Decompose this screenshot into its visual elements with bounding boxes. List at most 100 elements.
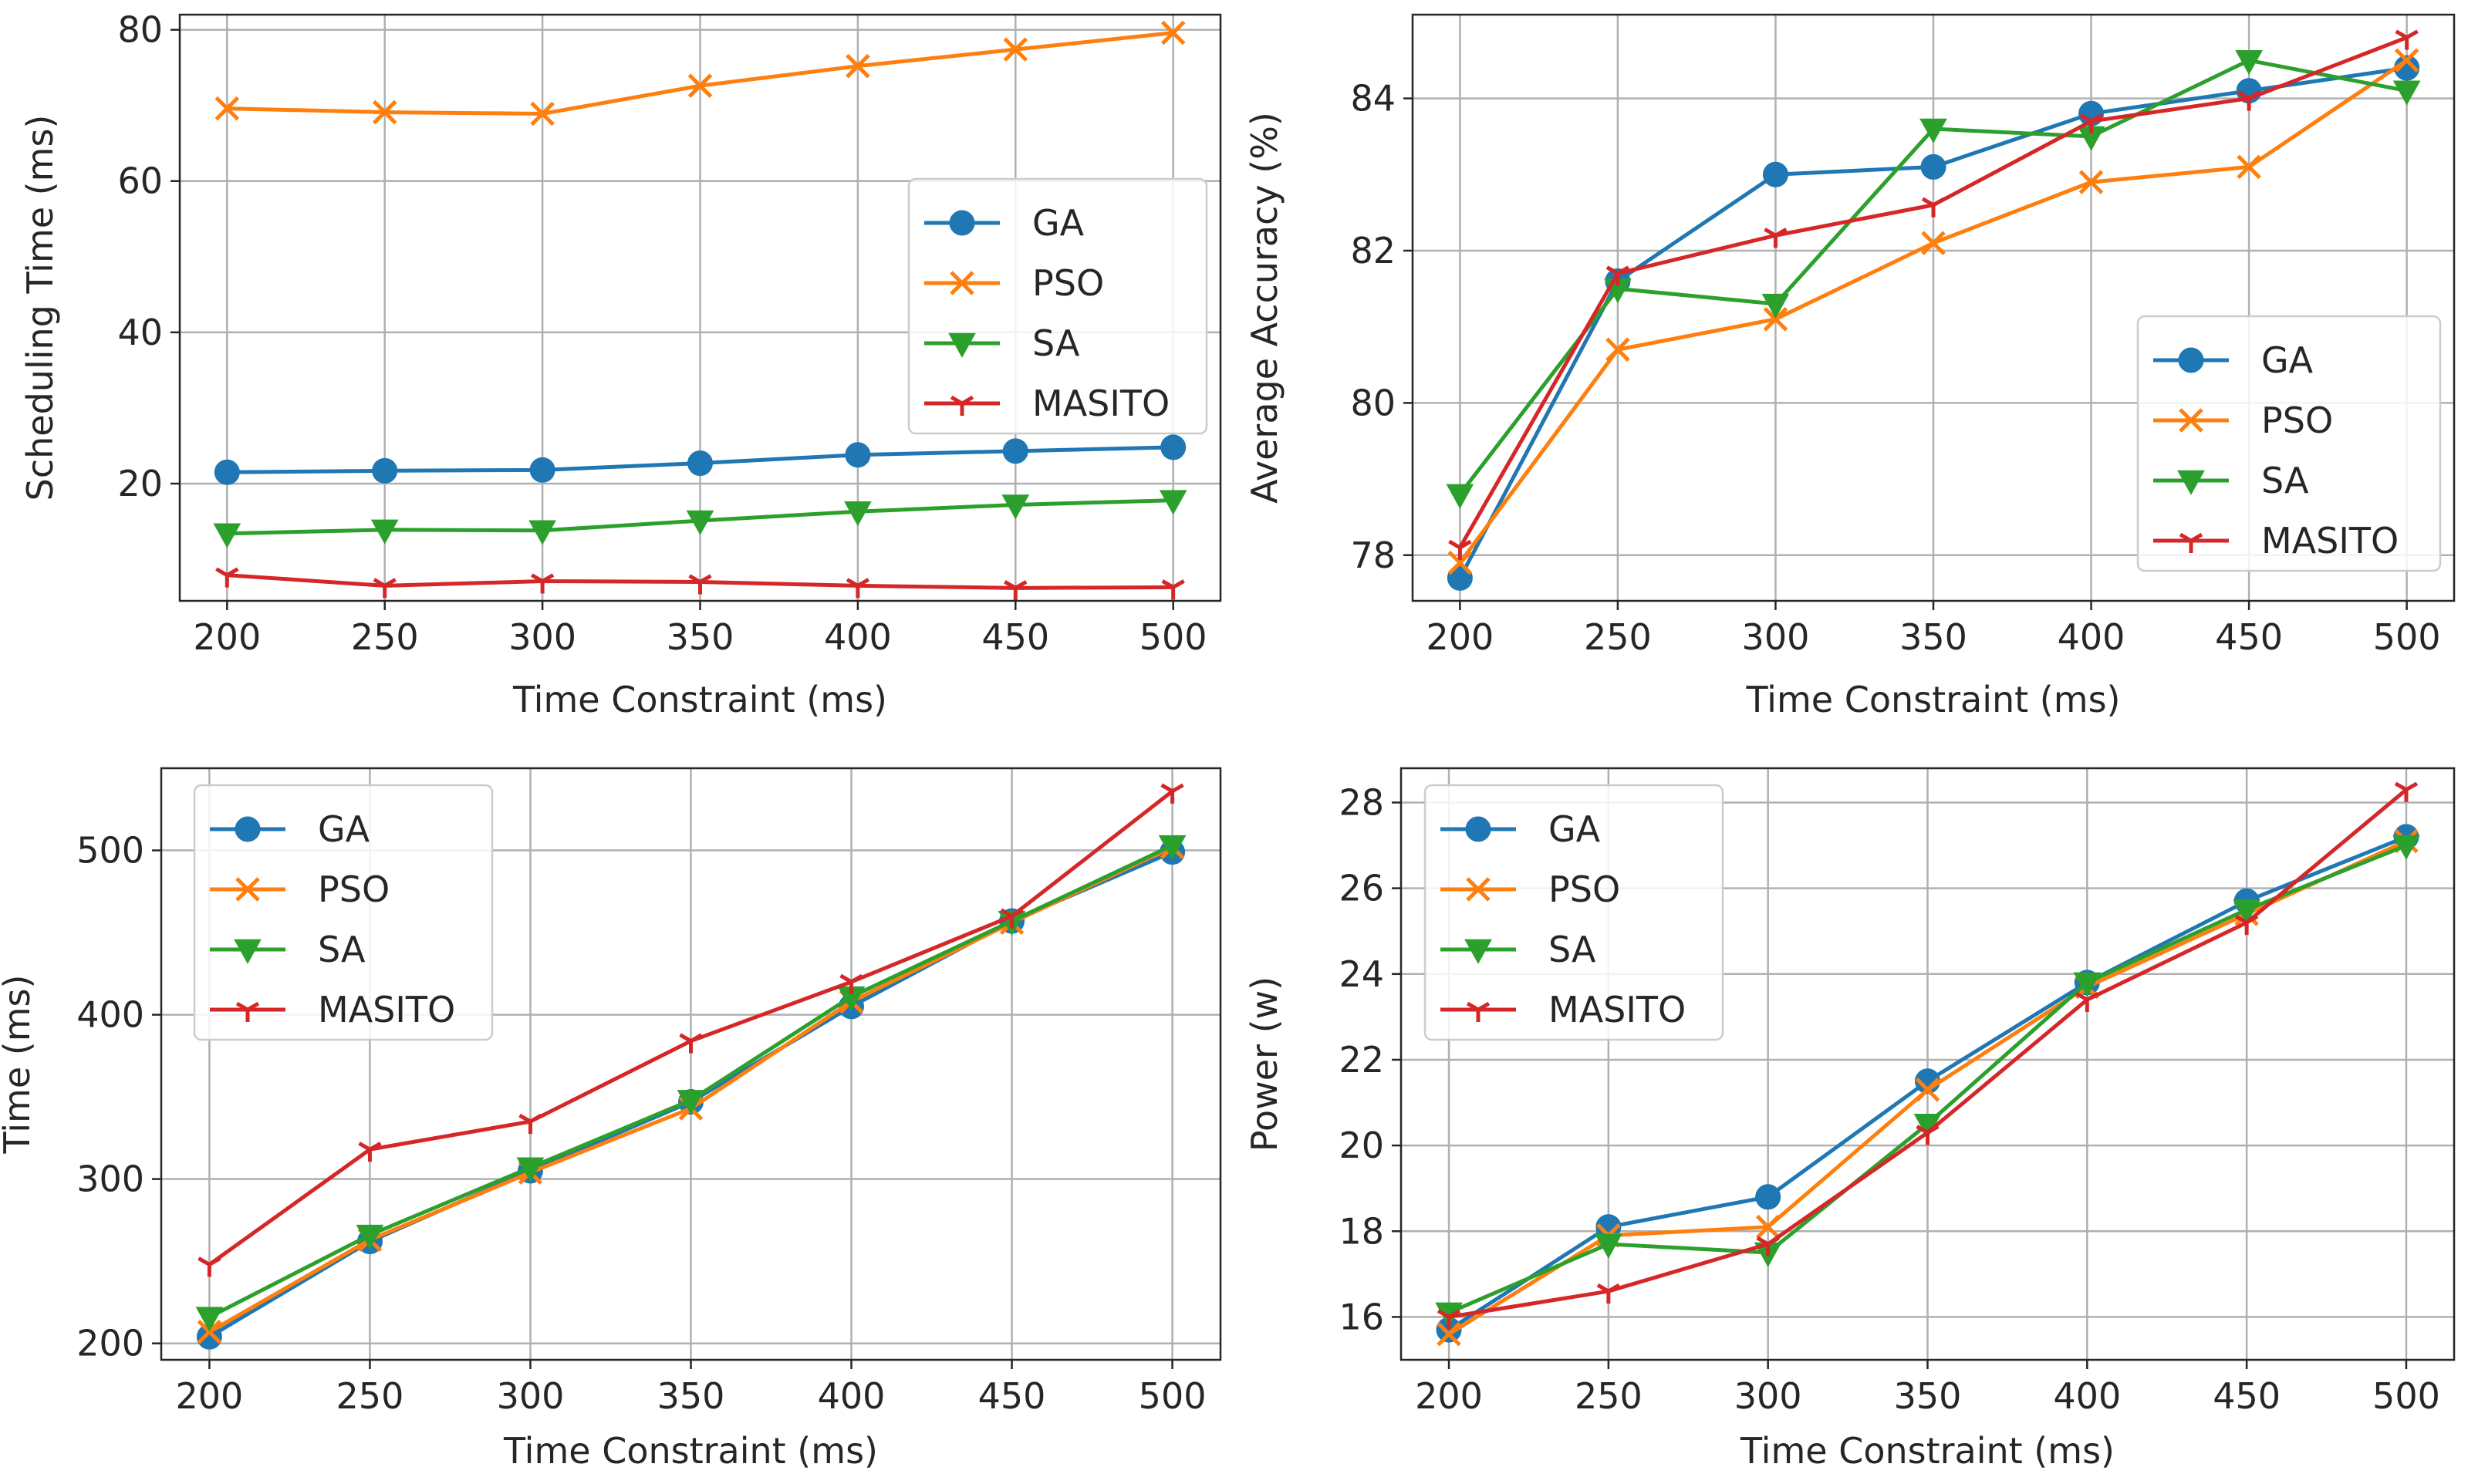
legend-label-sa: SA [1548, 929, 1596, 970]
y-axis-label: Scheduling Time (ms) [19, 115, 61, 501]
data-point-pso [372, 99, 397, 125]
legend-marker-ga [235, 816, 261, 842]
legend-box [2136, 315, 2442, 572]
x-tick-label: 250 [336, 1375, 404, 1417]
x-tick-label: 400 [824, 616, 892, 658]
data-point-masito [2234, 914, 2259, 936]
y-tick-label: 20 [117, 463, 163, 504]
data-point-pso [2237, 154, 2261, 180]
x-axis-label: Time Constraint (ms) [1746, 679, 2121, 720]
data-point-pso [1763, 307, 1788, 332]
data-point-masito [1000, 908, 1024, 929]
legend-marker-pso [950, 271, 974, 295]
legend: GA PSO SA MASITO [907, 177, 1208, 435]
y-tick-label: 400 [76, 994, 144, 1036]
data-point-pso [530, 101, 555, 126]
data-point-pso [2394, 48, 2419, 73]
data-point-pso [1755, 1214, 1781, 1239]
data-point-masito [688, 574, 712, 595]
data-point-pso [197, 1320, 222, 1344]
legend-marker-sa [2177, 470, 2205, 495]
data-point-ga [1447, 565, 1473, 591]
data-point-sa [516, 1157, 545, 1182]
x-tick-label: 500 [2372, 1375, 2440, 1417]
legend-label-sa: SA [2261, 460, 2309, 501]
x-tick-label: 450 [981, 616, 1049, 658]
legend-label-masito: MASITO [1032, 383, 1170, 424]
y-tick-label: 16 [1339, 1296, 1384, 1337]
data-point-masito [518, 1113, 542, 1135]
legend-marker-masito [1466, 1001, 1491, 1022]
x-tick-label: 500 [1139, 616, 1207, 658]
legend-marker-masito [2179, 532, 2203, 553]
chart-scheduling-time: 200 250 300 350 400 450 500 20 40 60 80 Time Constr… [19, 9, 1222, 720]
data-point-masito [1160, 783, 1184, 804]
x-tick-label: 300 [1742, 616, 1810, 658]
y-tick-label: 20 [1339, 1125, 1384, 1166]
data-point-masito [1596, 1283, 1621, 1304]
y-tick-label: 78 [1350, 535, 1396, 576]
legend-marker-ga [1465, 816, 1491, 842]
y-tick-label: 60 [117, 160, 163, 202]
data-point-pso [1915, 1078, 1940, 1102]
x-tick-label: 450 [2215, 616, 2283, 658]
x-tick-label: 400 [818, 1375, 886, 1417]
legend-label-ga: GA [1032, 202, 1085, 244]
y-tick-label: 80 [117, 9, 163, 51]
legend: GA PSO SA MASITO [1423, 784, 1724, 1041]
data-point-sa [195, 1307, 224, 1332]
y-tick-label: 500 [76, 830, 144, 872]
data-point-masito [2394, 781, 2419, 802]
chart-average-accuracy: 200 250 300 350 400 450 500 78 80 82 84 Time Constr… [1244, 13, 2456, 720]
legend-label-ga: GA [318, 808, 370, 850]
x-tick-label: 350 [657, 1375, 725, 1417]
legend-label-ga: GA [2261, 339, 2314, 381]
x-tick-label: 200 [1415, 1375, 1483, 1417]
data-point-masito [839, 973, 863, 994]
legend-label-pso: PSO [1548, 868, 1620, 910]
data-point-ga [1160, 434, 1187, 460]
x-axis-label: Time Constraint (ms) [512, 679, 887, 720]
legend-box [193, 784, 494, 1041]
x-axis-label: Time Constraint (ms) [1740, 1430, 2115, 1472]
y-axis-label: Average Accuracy (%) [1244, 112, 1285, 504]
x-tick-label: 200 [193, 616, 261, 658]
data-point-sa [1001, 494, 1030, 520]
data-point-masito [215, 567, 239, 588]
data-point-masito [1161, 579, 1185, 600]
legend-marker-pso [1466, 877, 1491, 902]
data-point-sa [2392, 80, 2421, 106]
data-point-pso [1447, 550, 1473, 575]
data-point-masito [373, 578, 397, 599]
data-point-sa [2235, 49, 2263, 76]
data-point-sa [1159, 490, 1187, 515]
data-point-masito [1004, 580, 1028, 601]
data-point-pso [1437, 1321, 1461, 1347]
data-point-pso [846, 53, 870, 79]
legend-label-masito: MASITO [1548, 989, 1686, 1030]
data-point-sa [1919, 118, 1947, 143]
data-point-sa [844, 501, 872, 527]
y-axis-label: Time (ms) [0, 975, 38, 1155]
legend-label-pso: PSO [1032, 262, 1104, 304]
x-tick-label: 400 [2053, 1375, 2121, 1417]
data-point-masito [2079, 113, 2103, 134]
data-point-ga [687, 450, 713, 477]
legend-marker-sa [948, 332, 976, 358]
legend-marker-pso [235, 877, 260, 902]
data-point-pso [1003, 37, 1028, 62]
data-point-masito [846, 578, 870, 599]
x-tick-label: 300 [1734, 1375, 1802, 1417]
x-tick-label: 250 [351, 616, 419, 658]
data-point-sa [2233, 899, 2260, 925]
x-tick-label: 300 [497, 1375, 565, 1417]
data-point-masito [198, 1256, 221, 1277]
legend-marker-sa [234, 939, 262, 964]
y-tick-label: 40 [117, 312, 163, 353]
data-point-sa [1158, 835, 1187, 861]
data-point-masito [2395, 29, 2419, 50]
x-tick-label: 250 [1584, 616, 1652, 658]
x-tick-label: 350 [1899, 616, 1967, 658]
data-point-pso [1605, 337, 1630, 363]
